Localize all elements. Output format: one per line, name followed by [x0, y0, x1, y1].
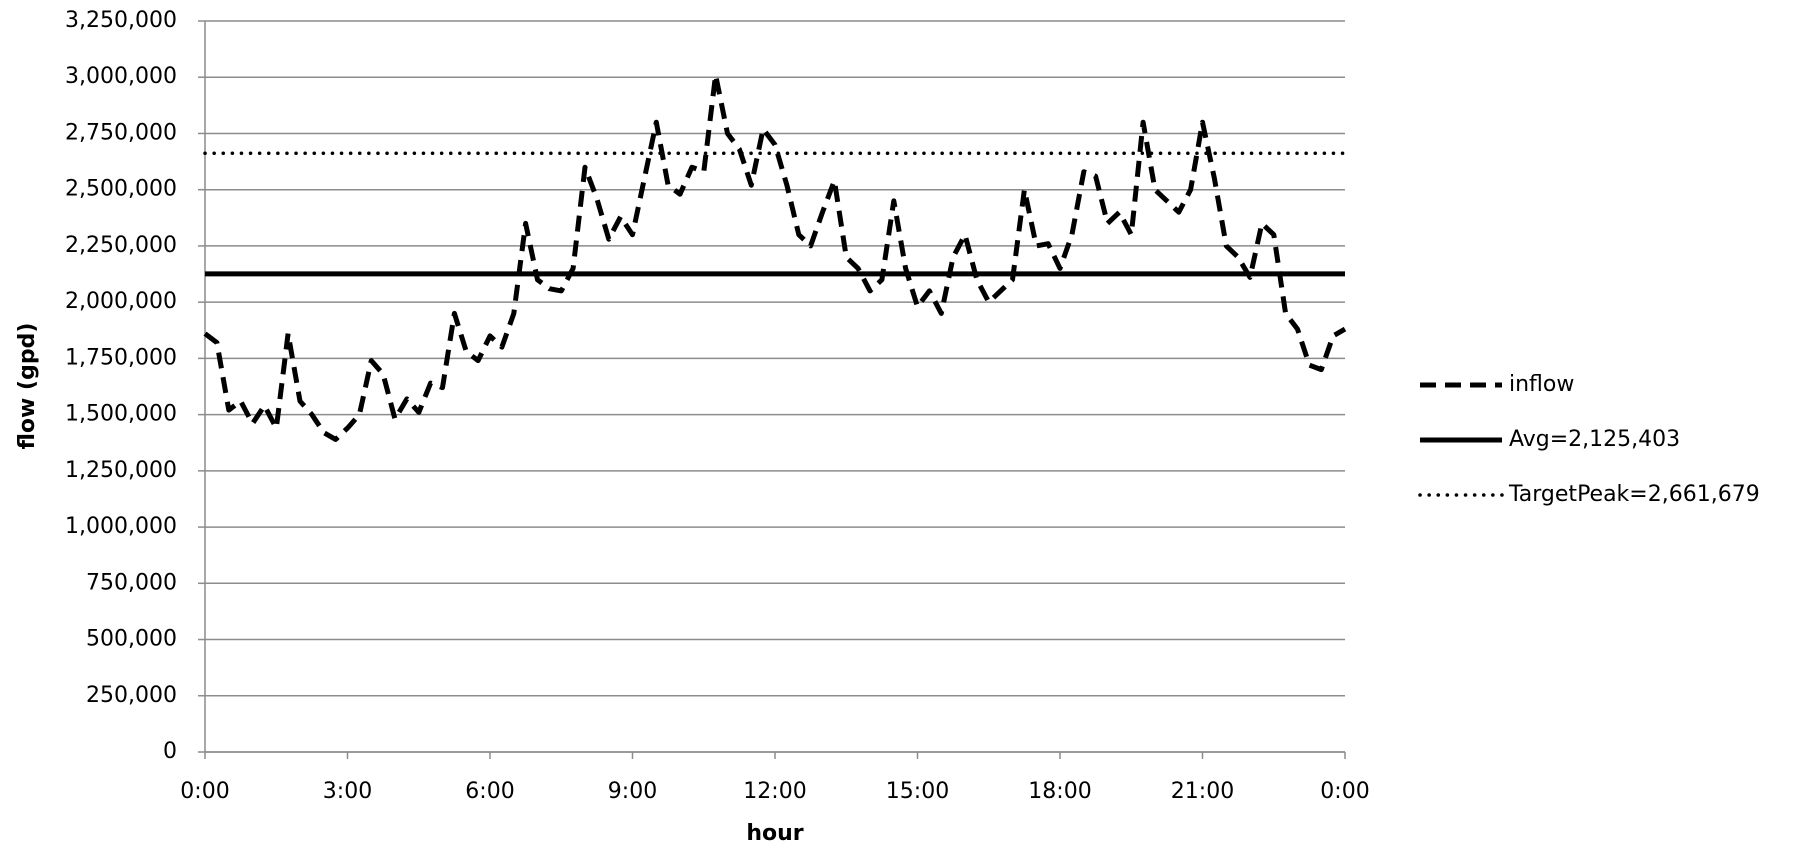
- x-tick-label: 3:00: [323, 779, 372, 804]
- y-tick-label: 3,000,000: [65, 64, 177, 89]
- x-tick-label: 6:00: [465, 779, 514, 804]
- y-tick-label: 1,750,000: [65, 345, 177, 370]
- y-tick-label: 0: [163, 739, 177, 764]
- series-line: [203, 72, 1347, 442]
- x-axis-title: hour: [746, 821, 803, 846]
- legend-label: TargetPeak=2,661,679: [1508, 482, 1760, 507]
- x-tick-label: 21:00: [1171, 779, 1234, 804]
- y-tick-label: 1,500,000: [65, 402, 177, 427]
- x-tick-label: 18:00: [1028, 779, 1091, 804]
- y-tick-label: 1,250,000: [65, 458, 177, 483]
- y-tick-label: 750,000: [86, 570, 177, 595]
- y-tick-label: 250,000: [86, 683, 177, 708]
- y-tick-label: 2,000,000: [65, 289, 177, 314]
- x-tick-label: 0:00: [1320, 779, 1369, 804]
- x-tick-label: 15:00: [886, 779, 949, 804]
- legend-label: Avg=2,125,403: [1509, 427, 1680, 452]
- y-tick-label: 2,500,000: [65, 177, 177, 202]
- x-tick-label: 9:00: [608, 779, 657, 804]
- y-tick-label: 3,250,000: [65, 8, 177, 33]
- y-tick-label: 2,750,000: [65, 120, 177, 145]
- y-tick-label: 2,250,000: [65, 233, 177, 258]
- y-tick-label: 500,000: [86, 627, 177, 652]
- x-tick-label: 12:00: [743, 779, 806, 804]
- legend-label: inflow: [1509, 372, 1574, 397]
- y-tick-label: 1,000,000: [65, 514, 177, 539]
- x-tick-label: 0:00: [180, 779, 229, 804]
- y-axis-title: flow (gpd): [15, 323, 40, 450]
